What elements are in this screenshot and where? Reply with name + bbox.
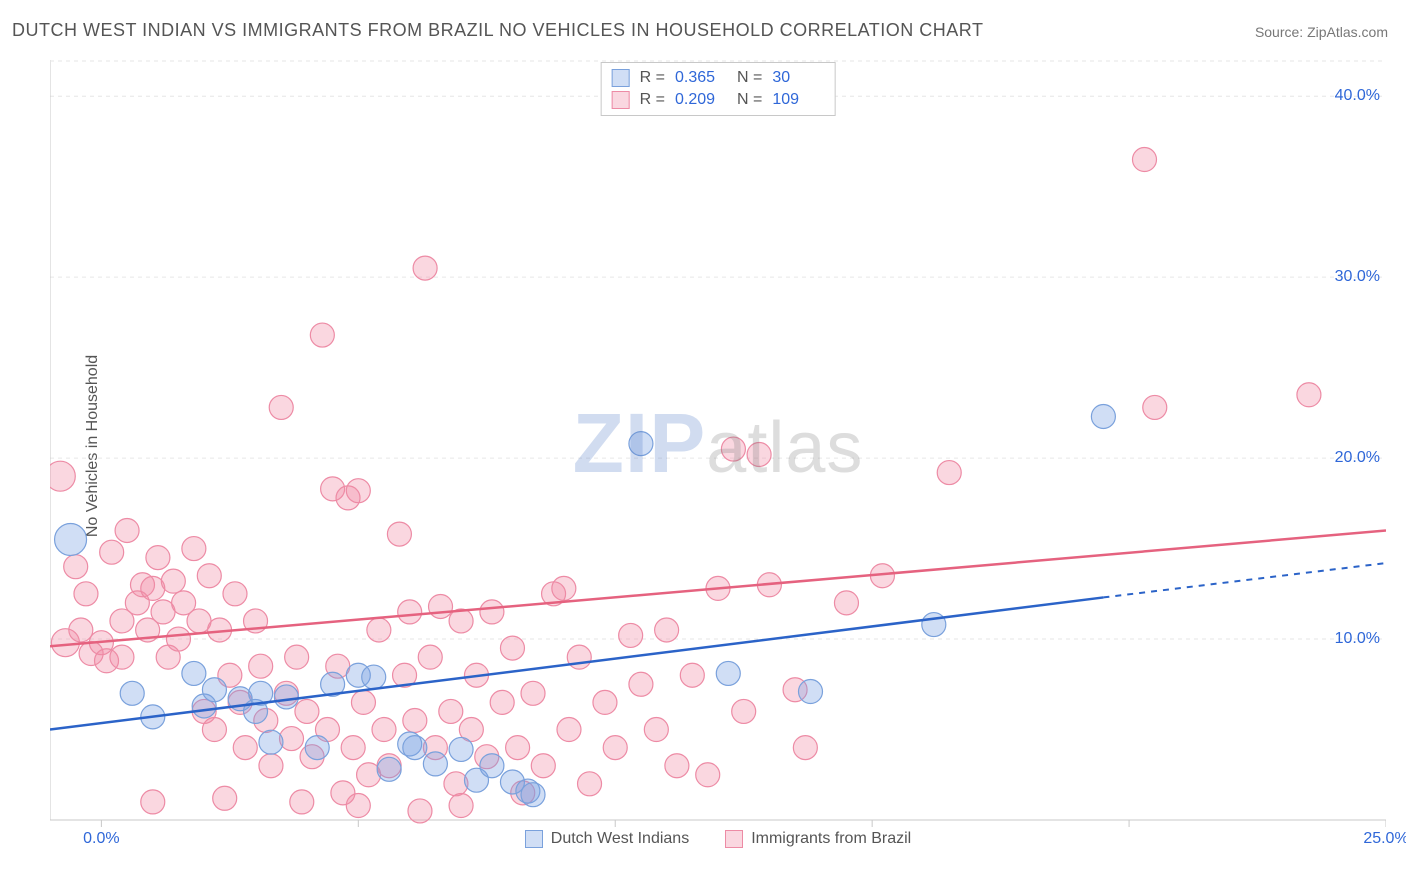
y-tick-label: 20.0% [1335, 449, 1386, 467]
y-tick-label: 10.0% [1335, 630, 1386, 648]
correlation-legend: R = 0.365 N = 30 R = 0.209 N = 109 [601, 62, 836, 116]
plot-area: ZIPatlas R =0.365N =30R =0.209N =109 Dut… [50, 60, 1386, 850]
corr-label: R = [640, 91, 665, 109]
x-tick-label: 25.0% [1363, 830, 1406, 850]
legend-swatch [612, 69, 630, 87]
chart-title: DUTCH WEST INDIAN VS IMMIGRANTS FROM BRA… [12, 20, 983, 41]
corr-value: 0.365 [675, 69, 727, 87]
corr-legend-row: R = 0.209 N = 109 [612, 89, 825, 111]
corr-value: 109 [772, 91, 824, 109]
corr-label: N = [737, 91, 762, 109]
legend-swatch [612, 91, 630, 109]
corr-label: R = [640, 69, 665, 87]
x-tick-label: 0.0% [83, 830, 119, 850]
corr-value: 0.209 [675, 91, 727, 109]
source-label: Source: ZipAtlas.com [1255, 24, 1388, 40]
y-tick-label: 30.0% [1335, 268, 1386, 286]
corr-value: 30 [772, 69, 824, 87]
chart-container: DUTCH WEST INDIAN VS IMMIGRANTS FROM BRA… [0, 0, 1406, 892]
corr-label: N = [737, 69, 762, 87]
y-tick-label: 40.0% [1335, 87, 1386, 105]
corr-legend-row: R = 0.365 N = 30 [612, 67, 825, 89]
chart-svg [50, 60, 1386, 850]
